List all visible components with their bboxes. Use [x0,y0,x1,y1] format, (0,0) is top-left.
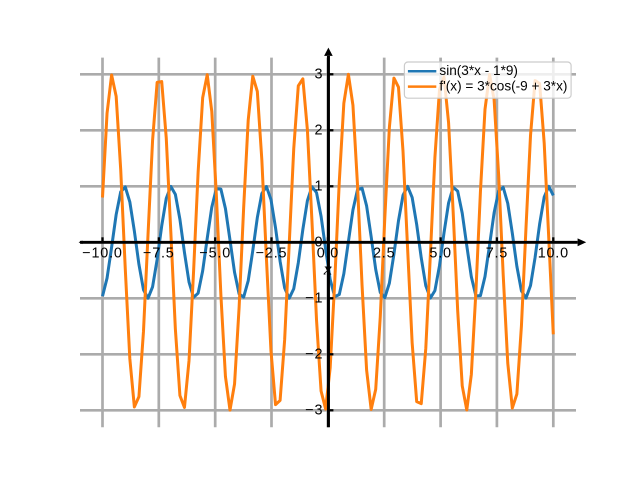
svg-text:5.0: 5.0 [429,245,451,261]
svg-text:sin(3*x - 1*9): sin(3*x - 1*9) [439,63,518,78]
svg-text:−7.5: −7.5 [143,245,175,261]
svg-text:0: 0 [314,234,323,250]
svg-text:−2.5: −2.5 [256,245,288,261]
svg-text:−5.0: −5.0 [199,245,231,261]
svg-text:10.0: 10.0 [538,245,569,261]
svg-text:f'(x) = 3*cos(-9 + 3*x): f'(x) = 3*cos(-9 + 3*x) [439,79,567,94]
svg-text:−10.0: −10.0 [82,245,122,261]
svg-text:0.0: 0.0 [317,245,339,261]
svg-text:7.5: 7.5 [486,245,508,261]
svg-text:−3: −3 [305,402,323,418]
svg-text:3: 3 [314,66,323,82]
svg-text:−1: −1 [305,290,323,306]
svg-text:2.5: 2.5 [373,245,395,261]
svg-text:x: x [323,260,332,279]
svg-text:2: 2 [314,122,323,138]
svg-text:1: 1 [314,178,323,194]
svg-text:−2: −2 [305,346,323,362]
